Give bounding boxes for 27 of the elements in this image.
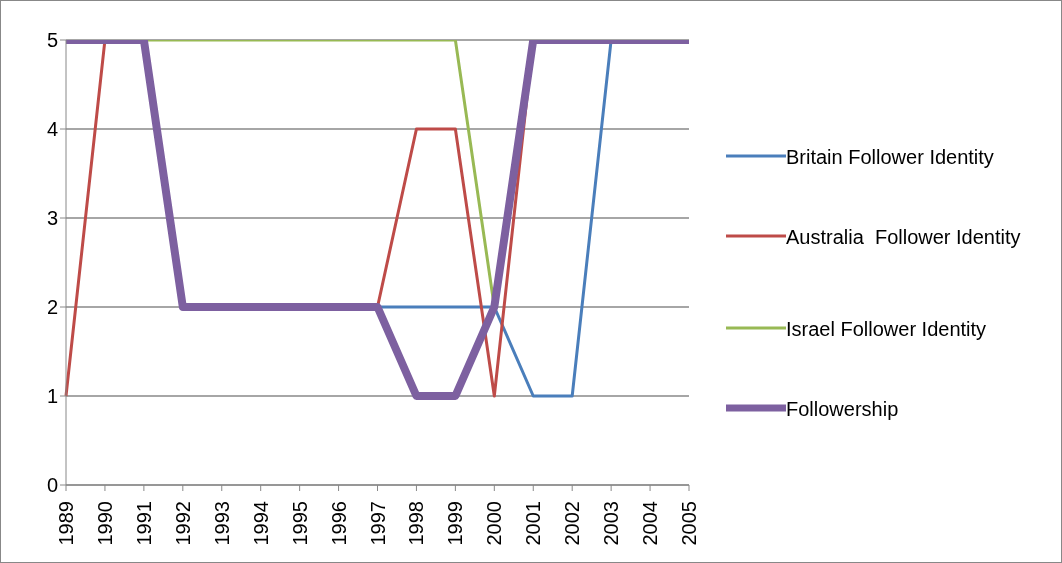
x-tick-label: 2005 — [678, 501, 700, 546]
x-tick-label: 2004 — [639, 501, 662, 546]
y-tick-label: 4 — [46, 118, 58, 141]
legend-label: Israel Follower Identity — [786, 317, 988, 342]
x-tick-label: 1993 — [210, 501, 233, 546]
x-tick-label: 1994 — [249, 501, 272, 546]
y-tick-label: 5 — [46, 29, 58, 52]
x-tick-label: 1989 — [55, 501, 77, 546]
x-tick-label: 1992 — [171, 501, 194, 546]
y-tick-label: 2 — [46, 296, 58, 319]
x-tick-label: 1990 — [93, 501, 116, 546]
x-tick-label: 1997 — [366, 501, 389, 546]
x-tick-label: 1995 — [288, 501, 311, 546]
x-tick-label: 1999 — [444, 501, 467, 546]
x-tick-label: 2001 — [522, 501, 545, 546]
x-tick-label: 2000 — [483, 501, 506, 546]
x-tick-label: 2003 — [600, 501, 623, 546]
y-tick-label: 1 — [46, 385, 58, 408]
x-tick-label: 1996 — [327, 501, 350, 546]
y-tick-label: 3 — [46, 207, 58, 230]
x-tick-label: 2002 — [561, 501, 584, 546]
legend-label: Australia Follower Identity — [786, 225, 1022, 250]
legend-label: Britain Follower Identity — [786, 145, 995, 170]
legend-label: Followership — [786, 397, 900, 422]
x-tick-label: 1991 — [132, 501, 155, 546]
x-tick-label: 1998 — [405, 501, 428, 546]
y-tick-label: 0 — [46, 474, 58, 497]
